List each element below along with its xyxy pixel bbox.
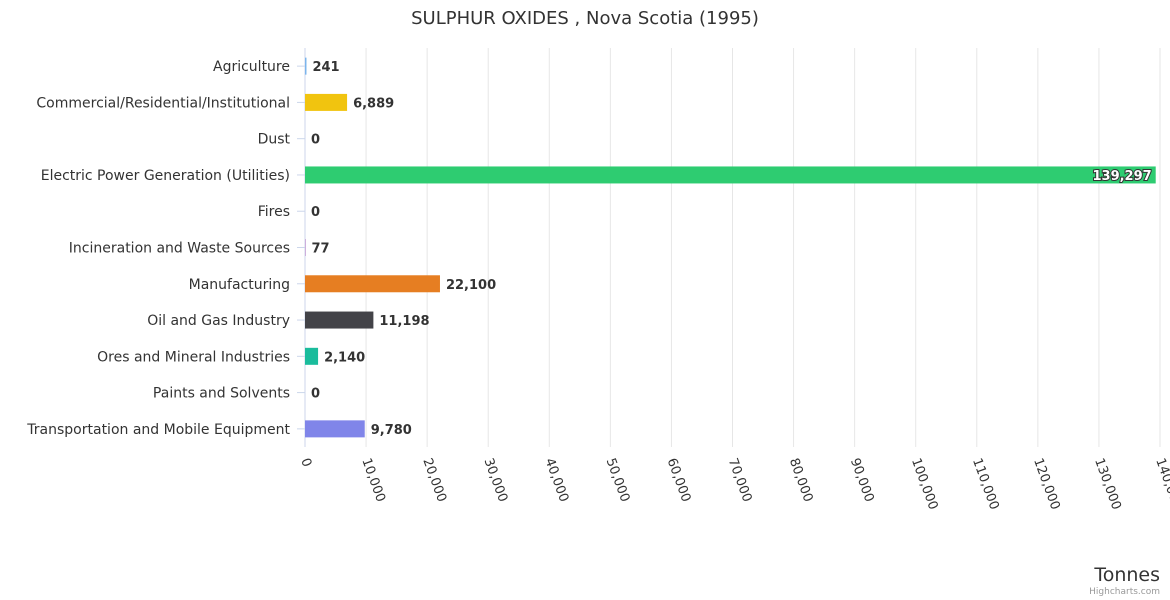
category-label: Transportation and Mobile Equipment	[26, 422, 290, 438]
bar[interactable]	[305, 420, 365, 438]
category-label: Manufacturing	[189, 277, 290, 293]
data-label: 6,889	[353, 96, 394, 111]
value-tick-label: 30,000	[480, 456, 510, 504]
bar-series	[305, 57, 1156, 438]
value-tick-label: 0	[297, 456, 314, 469]
chart-title: SULPHUR OXIDES , Nova Scotia (1995)	[411, 8, 759, 29]
grid-lines	[297, 48, 1161, 447]
bar[interactable]	[305, 347, 319, 365]
value-tick-label: 40,000	[542, 456, 572, 504]
data-label: 139,297	[1092, 169, 1151, 184]
bar[interactable]	[305, 311, 374, 329]
data-labels: 241 6,889 0 139,297 0 77 22,100 11,198 2,140 0 9,7…	[311, 60, 1153, 438]
category-label: Paints and Solvents	[153, 386, 290, 402]
category-label: Agriculture	[213, 59, 290, 75]
data-label: 241	[312, 60, 339, 75]
category-label: Ores and Mineral Industries	[97, 349, 290, 365]
category-label: Dust	[258, 132, 291, 148]
value-tick-label: 90,000	[847, 456, 877, 504]
bar[interactable]	[305, 275, 440, 293]
category-label: Electric Power Generation (Utilities)	[41, 168, 290, 184]
data-label: 77	[311, 242, 329, 257]
value-tick-label: 10,000	[358, 456, 388, 504]
value-tick-label: 20,000	[419, 456, 449, 504]
value-tick-label: 80,000	[786, 456, 816, 504]
data-label: 0	[311, 387, 320, 402]
value-tick-label: 120,000	[1030, 456, 1062, 512]
value-tick-label: 50,000	[603, 456, 633, 504]
category-label: Fires	[258, 204, 290, 220]
category-label: Commercial/Residential/Institutional	[36, 95, 290, 111]
bar[interactable]	[305, 93, 348, 111]
credits-link[interactable]: Highcharts.com	[1089, 587, 1160, 597]
value-tick-label: 110,000	[969, 456, 1001, 512]
value-tick-label: 70,000	[725, 456, 755, 504]
data-label: 0	[311, 133, 320, 148]
category-label: Incineration and Waste Sources	[69, 241, 290, 257]
data-label: 2,140	[324, 350, 365, 365]
data-label: 22,100	[446, 278, 496, 293]
bar[interactable]	[305, 166, 1156, 184]
category-label: Oil and Gas Industry	[147, 313, 290, 329]
data-label: 0	[311, 205, 320, 220]
category-axis-labels: Agriculture Commercial/Residential/Instit…	[26, 59, 290, 438]
value-tick-label: 100,000	[908, 456, 940, 512]
value-tick-label: 130,000	[1091, 456, 1123, 512]
bar[interactable]	[305, 57, 307, 75]
value-axis-labels: 0 10,000 20,000 30,000 40,000 50,000 60,000 70,…	[297, 456, 1170, 512]
value-axis-title: Tonnes	[1093, 564, 1160, 586]
value-tick-label: 140,000	[1152, 456, 1170, 512]
value-tick-label: 60,000	[664, 456, 694, 504]
data-label: 9,780	[371, 423, 412, 438]
data-label: 11,198	[379, 314, 429, 329]
